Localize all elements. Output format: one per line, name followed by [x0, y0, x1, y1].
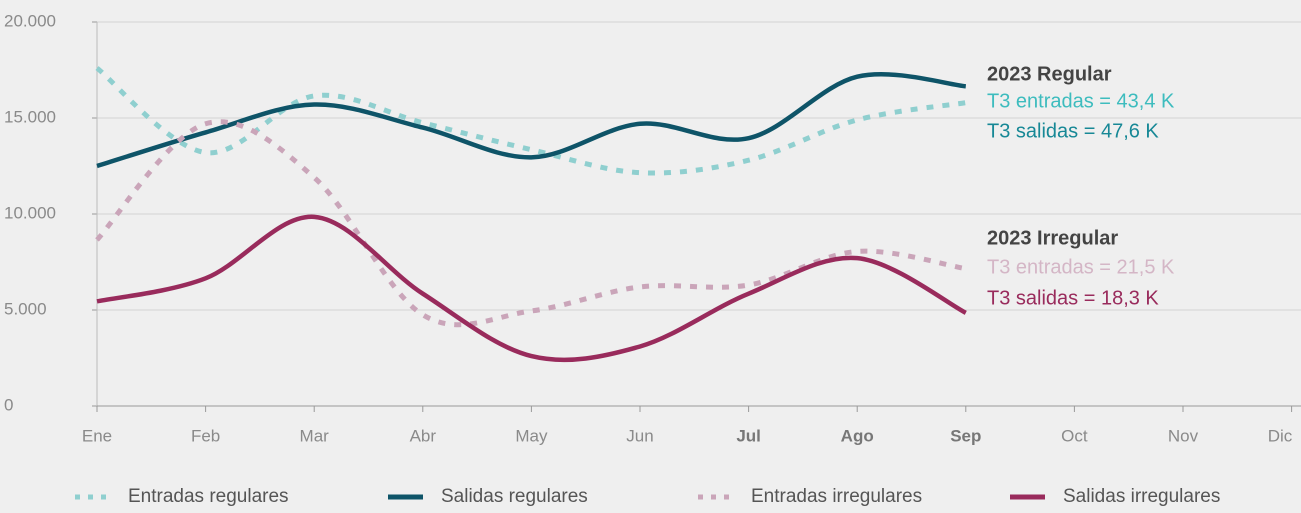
legend-label: Entradas irregulares [751, 486, 922, 507]
x-tick-label: Mar [300, 426, 330, 445]
annotation-line: T3 entradas = 43,4 K [987, 90, 1175, 112]
x-tick-label: Oct [1061, 426, 1088, 445]
annotation-line: T3 entradas = 21,5 K [987, 256, 1175, 278]
x-tick-label: Jul [736, 426, 761, 445]
legend-label: Salidas regulares [441, 486, 588, 507]
line [96, 214, 967, 363]
x-tick-label: Abr [410, 426, 437, 445]
annotation-line: T3 salidas = 18,3 K [987, 287, 1159, 309]
x-tick-label: Nov [1168, 426, 1199, 445]
line [95, 119, 967, 328]
x-tick-label: Dic [1268, 426, 1293, 445]
legend-label: Entradas regulares [128, 486, 289, 507]
y-tick-label: 15.000 [4, 107, 56, 126]
annotation-title: 2023 Irregular [987, 227, 1118, 249]
y-tick-label: 10.000 [4, 203, 56, 222]
x-tick-label: Ene [82, 426, 112, 445]
x-tick-label: Sep [950, 426, 981, 445]
annotation-line: T3 salidas = 47,6 K [987, 120, 1159, 142]
legend-label: Salidas irregulares [1063, 486, 1220, 507]
x-tick-label: May [515, 426, 548, 445]
x-tick-label: Ago [841, 426, 874, 445]
line [96, 72, 967, 169]
y-tick-label: 20.000 [4, 11, 56, 30]
y-tick-label: 0 [4, 395, 13, 414]
x-tick-label: Jun [626, 426, 653, 445]
x-tick-label: Feb [191, 426, 220, 445]
annotation-title: 2023 Regular [987, 63, 1112, 85]
y-tick-label: 5.000 [4, 299, 47, 318]
line [95, 66, 967, 176]
